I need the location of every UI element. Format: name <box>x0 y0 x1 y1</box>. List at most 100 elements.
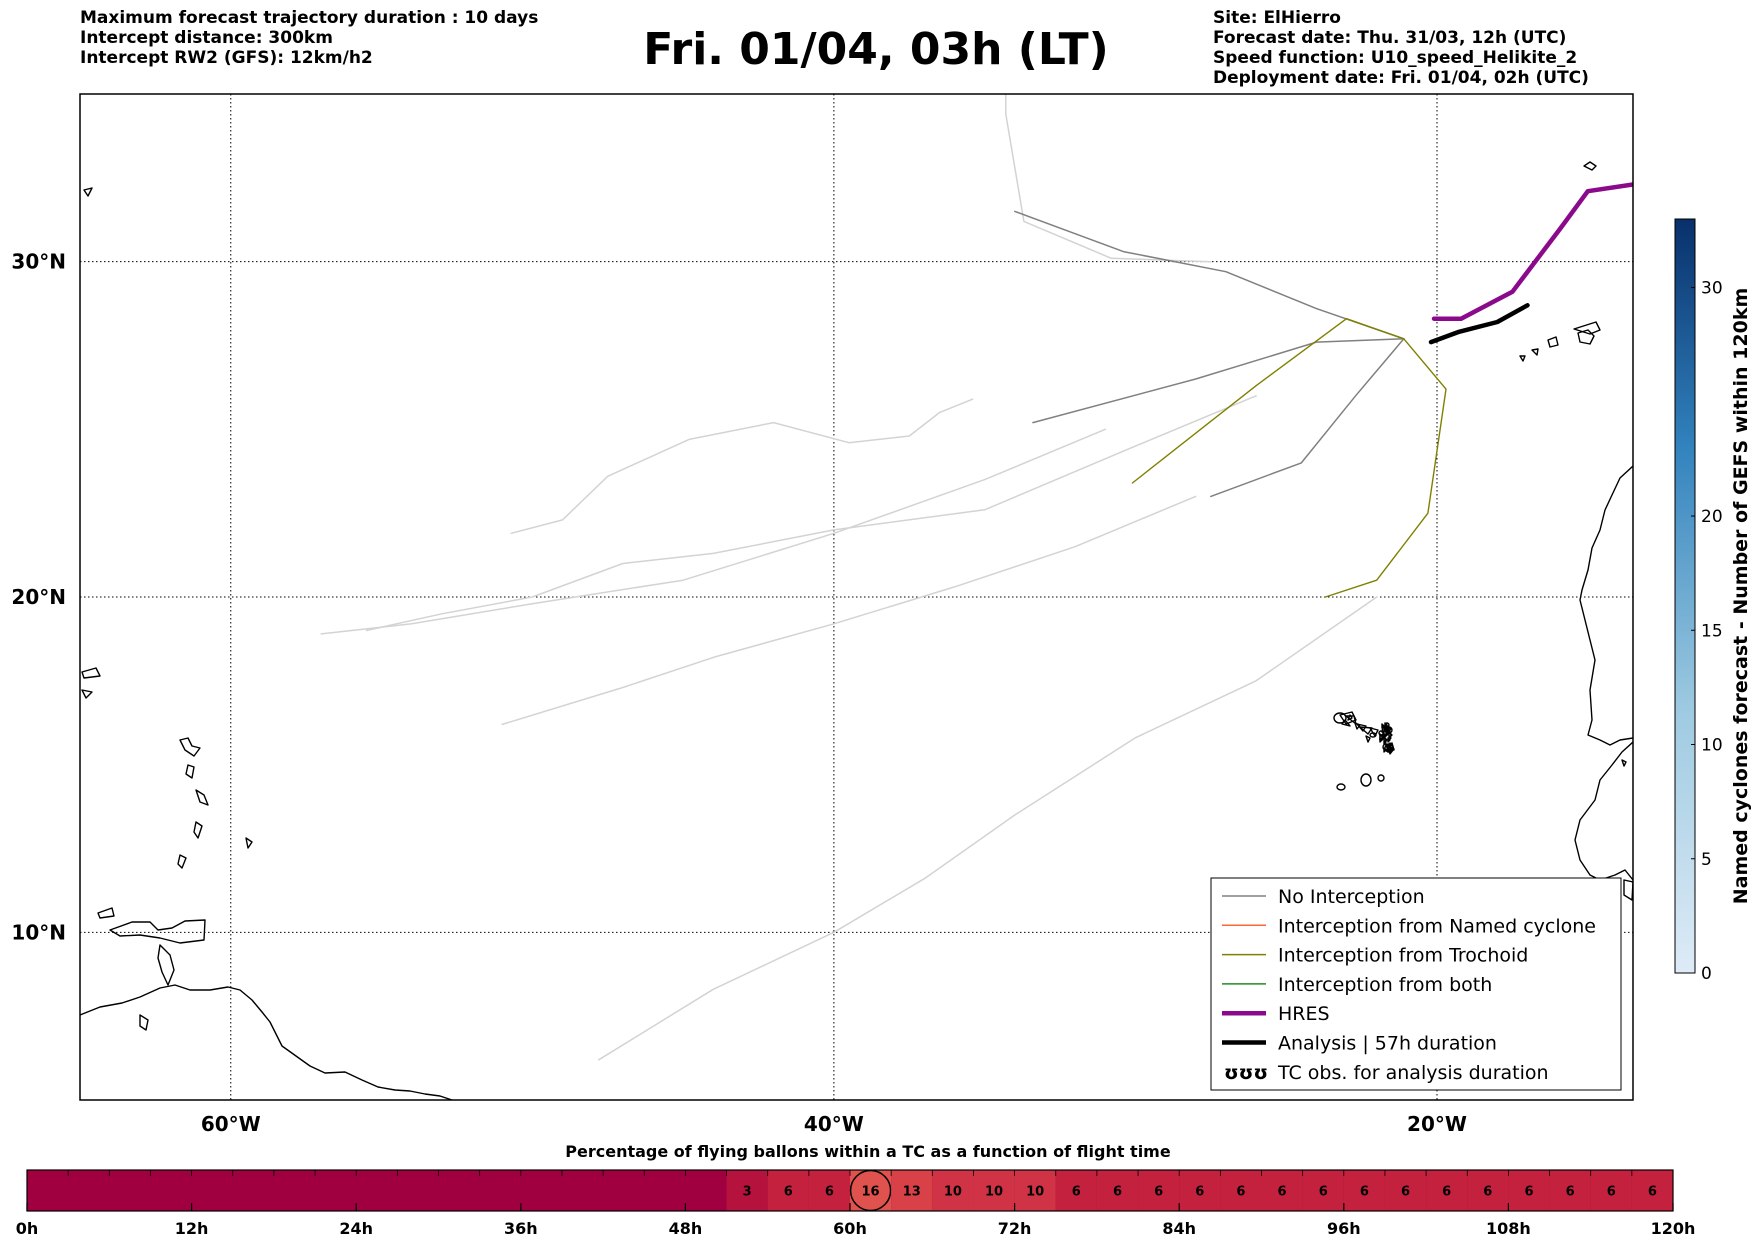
timeline-tick-label: 120h <box>1651 1219 1696 1238</box>
timeline-bin-label: 6 <box>825 1185 834 1200</box>
island <box>81 689 93 699</box>
colorbar: Named cyclones forecast - Number of GEFS… <box>1674 218 1752 984</box>
cape-verde-island <box>1389 732 1393 738</box>
cape-verde-island <box>1360 773 1372 787</box>
timeline-tick-label: 60h <box>833 1219 867 1238</box>
header-site-line: Speed function: U10_speed_Helikite_2 <box>1213 48 1578 68</box>
island <box>195 789 209 806</box>
island <box>177 854 187 869</box>
cape-verde-island <box>1356 723 1367 732</box>
cape-verde-island <box>1379 737 1383 743</box>
island <box>193 821 203 839</box>
timeline-bin-label: 6 <box>1442 1185 1451 1200</box>
timeline-bin-label: 6 <box>1566 1185 1575 1200</box>
timeline-tick-label: 12h <box>175 1219 209 1238</box>
legend-label: TC obs. for analysis duration <box>1277 1062 1549 1084</box>
page-title: Fri. 01/04, 03h (LT) <box>643 24 1109 75</box>
island <box>83 187 93 197</box>
timeline-bin <box>1631 1170 1673 1211</box>
timeline-bin <box>1384 1170 1427 1211</box>
timeline-bin <box>1590 1170 1632 1211</box>
timeline-bin-label: 10 <box>985 1185 1003 1200</box>
timeline-bin-label: 3 <box>743 1185 752 1200</box>
timeline-bin <box>726 1170 768 1211</box>
lon-tick-label: 20°W <box>1407 1112 1467 1136</box>
island <box>109 919 206 944</box>
timeline-bin <box>891 1170 933 1211</box>
timeline-tick-label: 72h <box>998 1219 1032 1238</box>
header-site-line: Forecast date: Thu. 31/03, 12h (UTC) <box>1213 28 1567 48</box>
timeline-bin <box>1261 1170 1303 1211</box>
timeline-tick-label: 48h <box>669 1219 703 1238</box>
map-gridlines <box>80 94 1633 1100</box>
timeline-bin <box>1055 1170 1097 1211</box>
trajectory-no-interception <box>365 395 1257 632</box>
timeline-tick-label: 24h <box>339 1219 373 1238</box>
timeline-bin-label: 6 <box>1524 1185 1533 1200</box>
trajectories <box>320 94 1633 1061</box>
map-frame <box>79 93 1634 1101</box>
legend-label: Interception from both <box>1278 974 1492 996</box>
cape-verde-island <box>1382 734 1386 740</box>
trajectory-no-interception <box>1005 94 1212 263</box>
island <box>245 837 253 849</box>
colorbar-tick-label: 20 <box>1701 507 1723 527</box>
canary-island <box>1577 329 1595 345</box>
canary-island <box>1547 336 1559 348</box>
cape-verde-island <box>1369 727 1379 737</box>
timeline-bin <box>1014 1170 1056 1211</box>
trajectory-trochoid <box>1131 318 1405 484</box>
timeline-bin <box>1426 1170 1468 1211</box>
canary-island <box>1573 321 1601 335</box>
cape-verde-island <box>1383 739 1387 745</box>
trajectory-no-interception <box>501 495 1197 726</box>
lat-tick-label: 20°N <box>11 585 66 609</box>
cape-verde-island <box>1333 712 1347 724</box>
map-legend: No Interception Interception from Named c… <box>1210 877 1622 1091</box>
timeline-bin-label: 6 <box>1648 1185 1657 1200</box>
cape-verde-island <box>1381 723 1385 729</box>
timeline-bin <box>1220 1170 1262 1211</box>
timeline-bin-label: 6 <box>1072 1185 1081 1200</box>
cape-verde-island <box>1378 730 1384 736</box>
cape-verde-island <box>1336 783 1346 791</box>
legend-box <box>1210 877 1622 1091</box>
africa-coast <box>1574 741 1633 881</box>
coastlines <box>80 161 1633 1100</box>
island <box>139 1014 149 1031</box>
legend-label: HRES <box>1278 1003 1330 1025</box>
lat-tick-label: 10°N <box>11 920 66 944</box>
cape-verde-island <box>1385 726 1393 734</box>
header-site-line: Deployment date: Fri. 01/04, 02h (UTC) <box>1213 68 1589 88</box>
legend-label: Interception from Trochoid <box>1278 945 1528 967</box>
cape-verde-island <box>1384 743 1394 753</box>
cape-verde-island <box>1347 714 1353 721</box>
timeline-bin-label: 6 <box>1236 1185 1245 1200</box>
legend-label: No Interception <box>1278 886 1425 908</box>
timeline-bin <box>767 1170 809 1211</box>
trajectory-analysis <box>1428 303 1530 345</box>
timeline-bin <box>932 1170 974 1211</box>
timeline-bin-label: 13 <box>903 1185 921 1200</box>
timeline-bin-label: 6 <box>1319 1185 1328 1200</box>
timeline-bin-label: 10 <box>1026 1185 1044 1200</box>
colorbar-tick-label: 30 <box>1701 279 1723 299</box>
timeline-tick-label: 36h <box>504 1219 538 1238</box>
colorbar-bar <box>1674 218 1696 974</box>
cape-verde-island <box>1365 735 1371 743</box>
timeline-bin-label: 6 <box>1154 1185 1163 1200</box>
africa-coast <box>1579 465 1633 746</box>
trajectory-no-interception <box>1032 338 1405 424</box>
timeline-bin-label: 6 <box>1195 1185 1204 1200</box>
legend-symbol: ʊʊʊ <box>1224 1062 1268 1084</box>
cape-verde-island <box>1383 725 1387 731</box>
trajectory-no-interception <box>510 398 974 535</box>
timeline-bar: 3 6 6 16 13 10 10 10 6 6 6 6 6 6 6 6 6 6 6 6 6 6 60h 12h 24h 36h 4… <box>16 1169 1696 1238</box>
trajectory-hres <box>1431 182 1633 321</box>
timeline-bin-label: 6 <box>1483 1185 1492 1200</box>
lon-tick-label: 60°W <box>201 1112 261 1136</box>
timeline-bin-label: 6 <box>1607 1185 1616 1200</box>
europe-coast <box>1583 161 1597 171</box>
timeline-bin <box>1467 1170 1509 1211</box>
south-america-coast <box>80 984 453 1100</box>
